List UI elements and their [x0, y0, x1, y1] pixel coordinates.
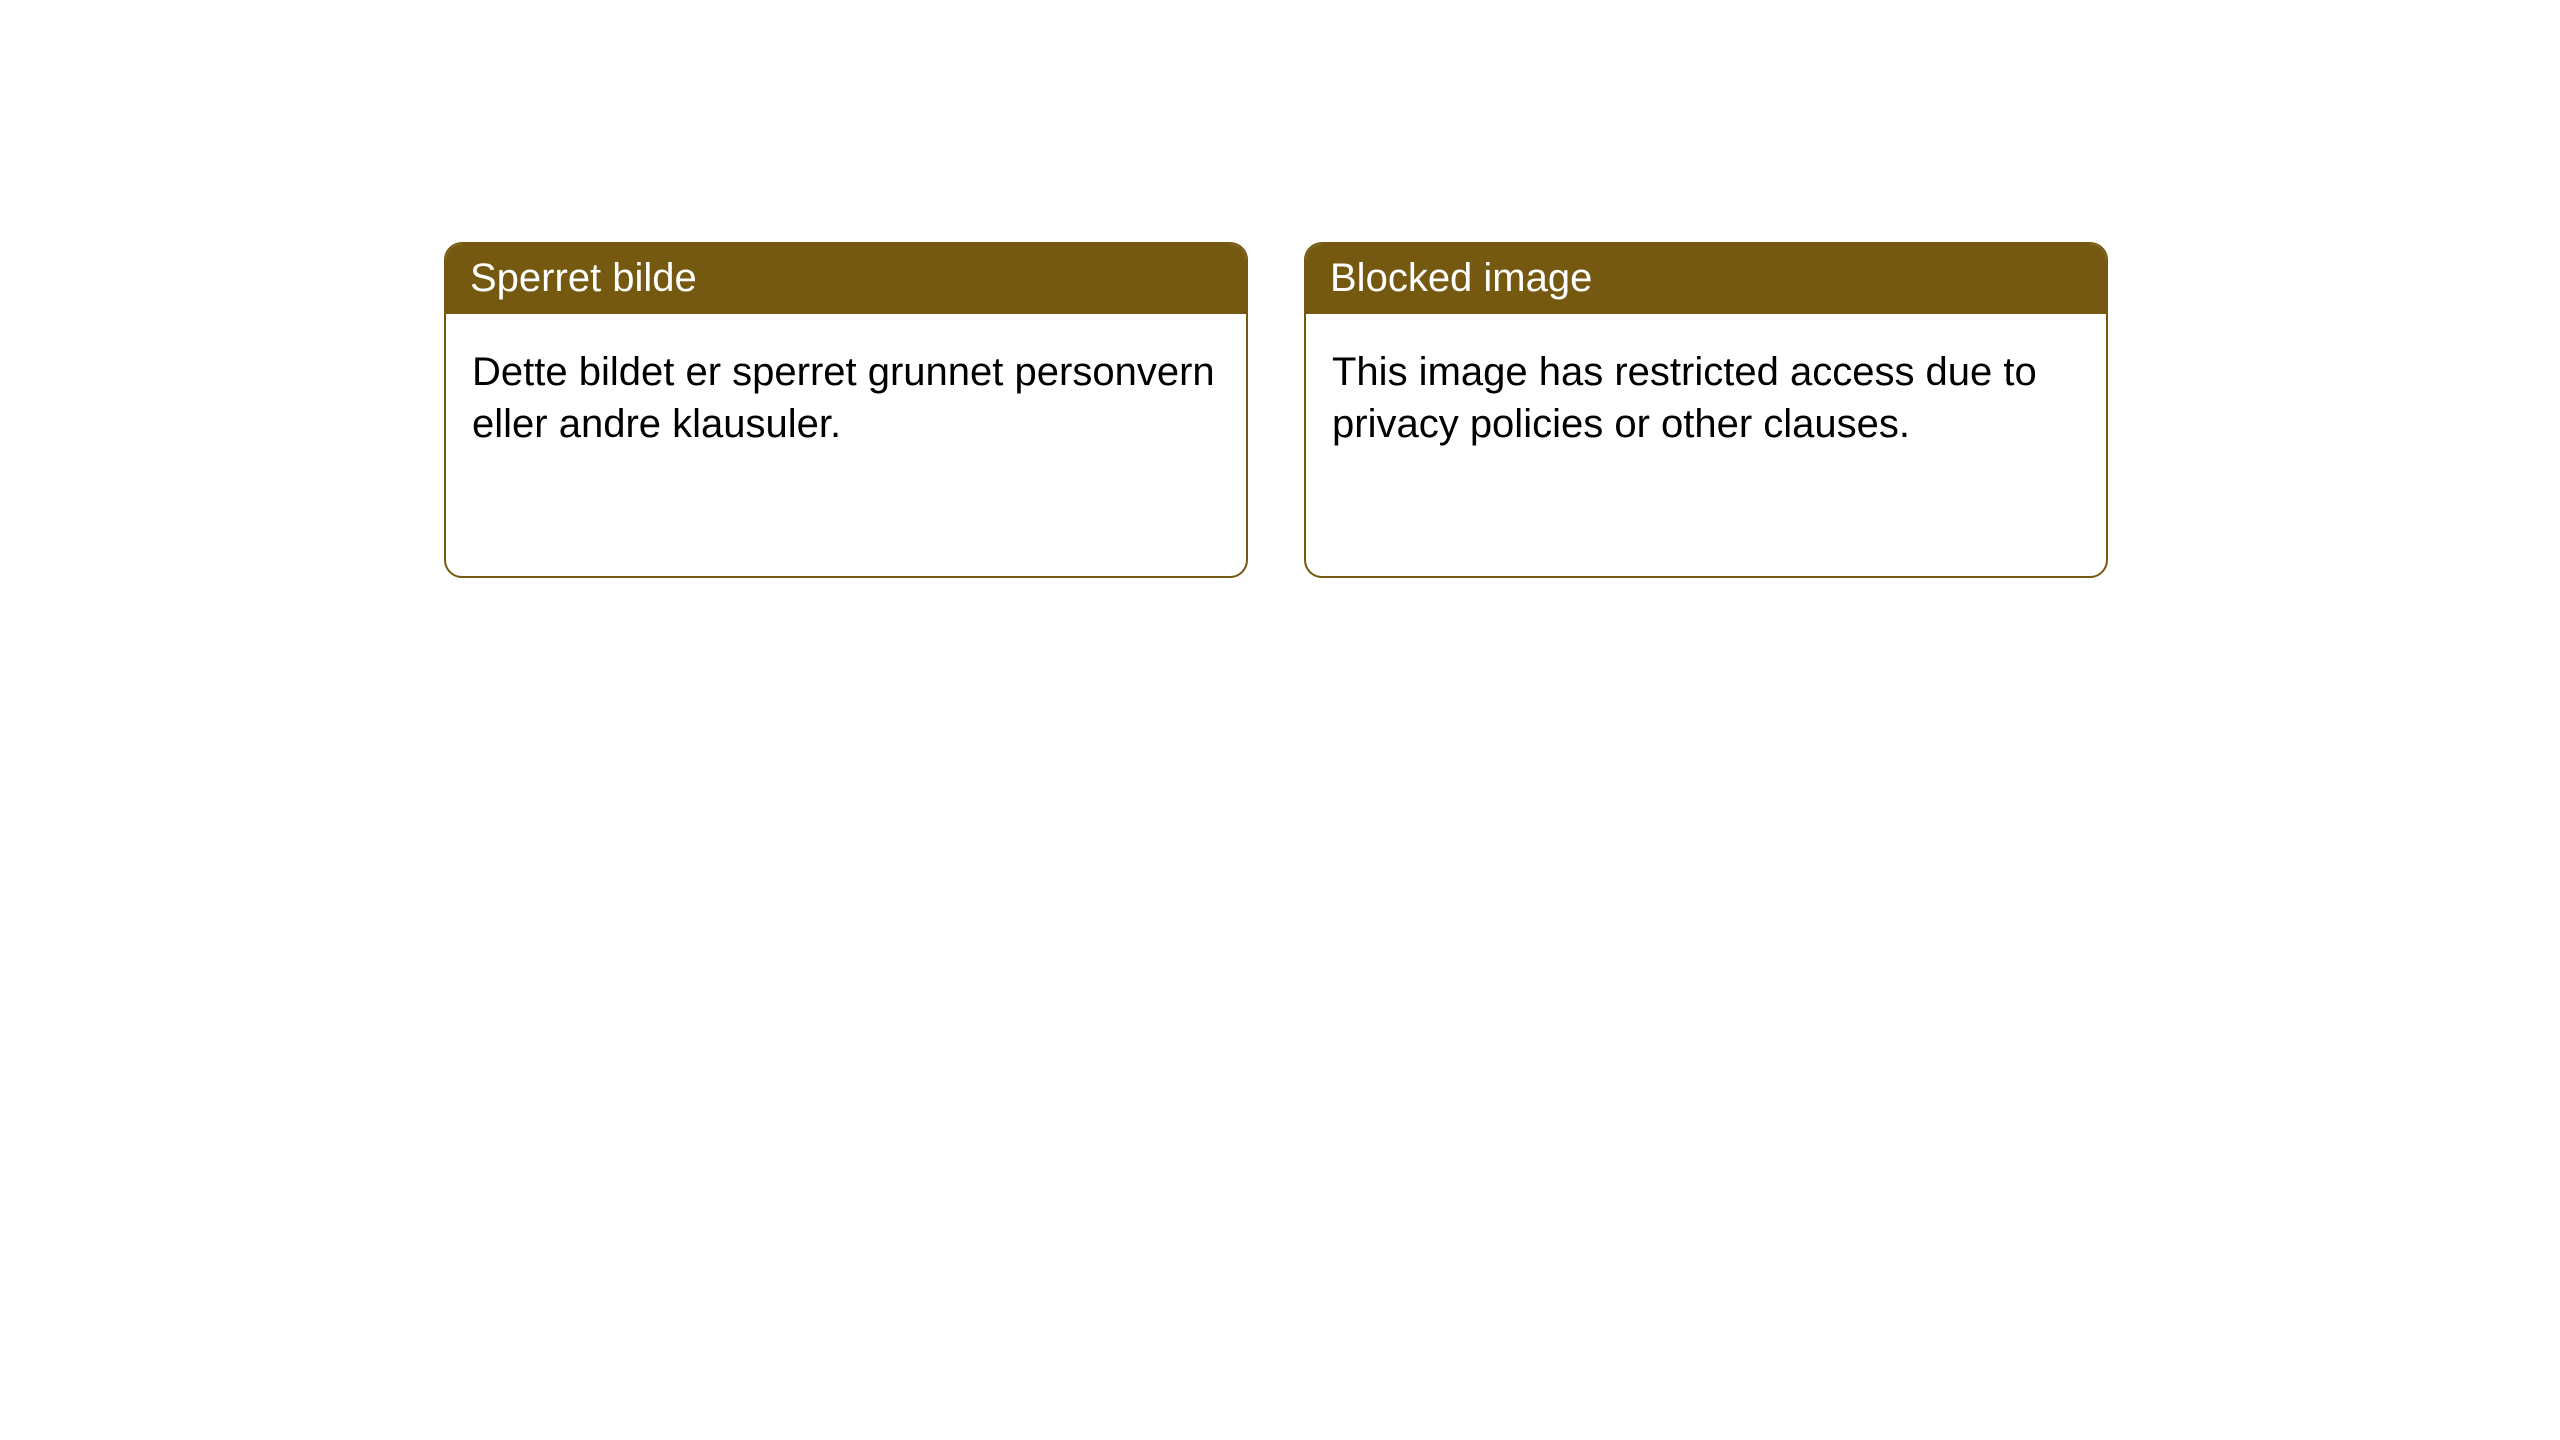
card-body: Dette bildet er sperret grunnet personve…: [446, 314, 1246, 482]
card-title: Blocked image: [1330, 256, 1592, 300]
notice-card-norwegian: Sperret bilde Dette bildet er sperret gr…: [444, 242, 1248, 578]
card-body-text: This image has restricted access due to …: [1332, 350, 2037, 446]
notice-card-english: Blocked image This image has restricted …: [1304, 242, 2108, 578]
card-header: Sperret bilde: [446, 244, 1246, 314]
card-body: This image has restricted access due to …: [1306, 314, 2106, 482]
card-body-text: Dette bildet er sperret grunnet personve…: [472, 350, 1215, 446]
notice-cards-container: Sperret bilde Dette bildet er sperret gr…: [0, 0, 2560, 578]
card-title: Sperret bilde: [470, 256, 697, 300]
card-header: Blocked image: [1306, 244, 2106, 314]
